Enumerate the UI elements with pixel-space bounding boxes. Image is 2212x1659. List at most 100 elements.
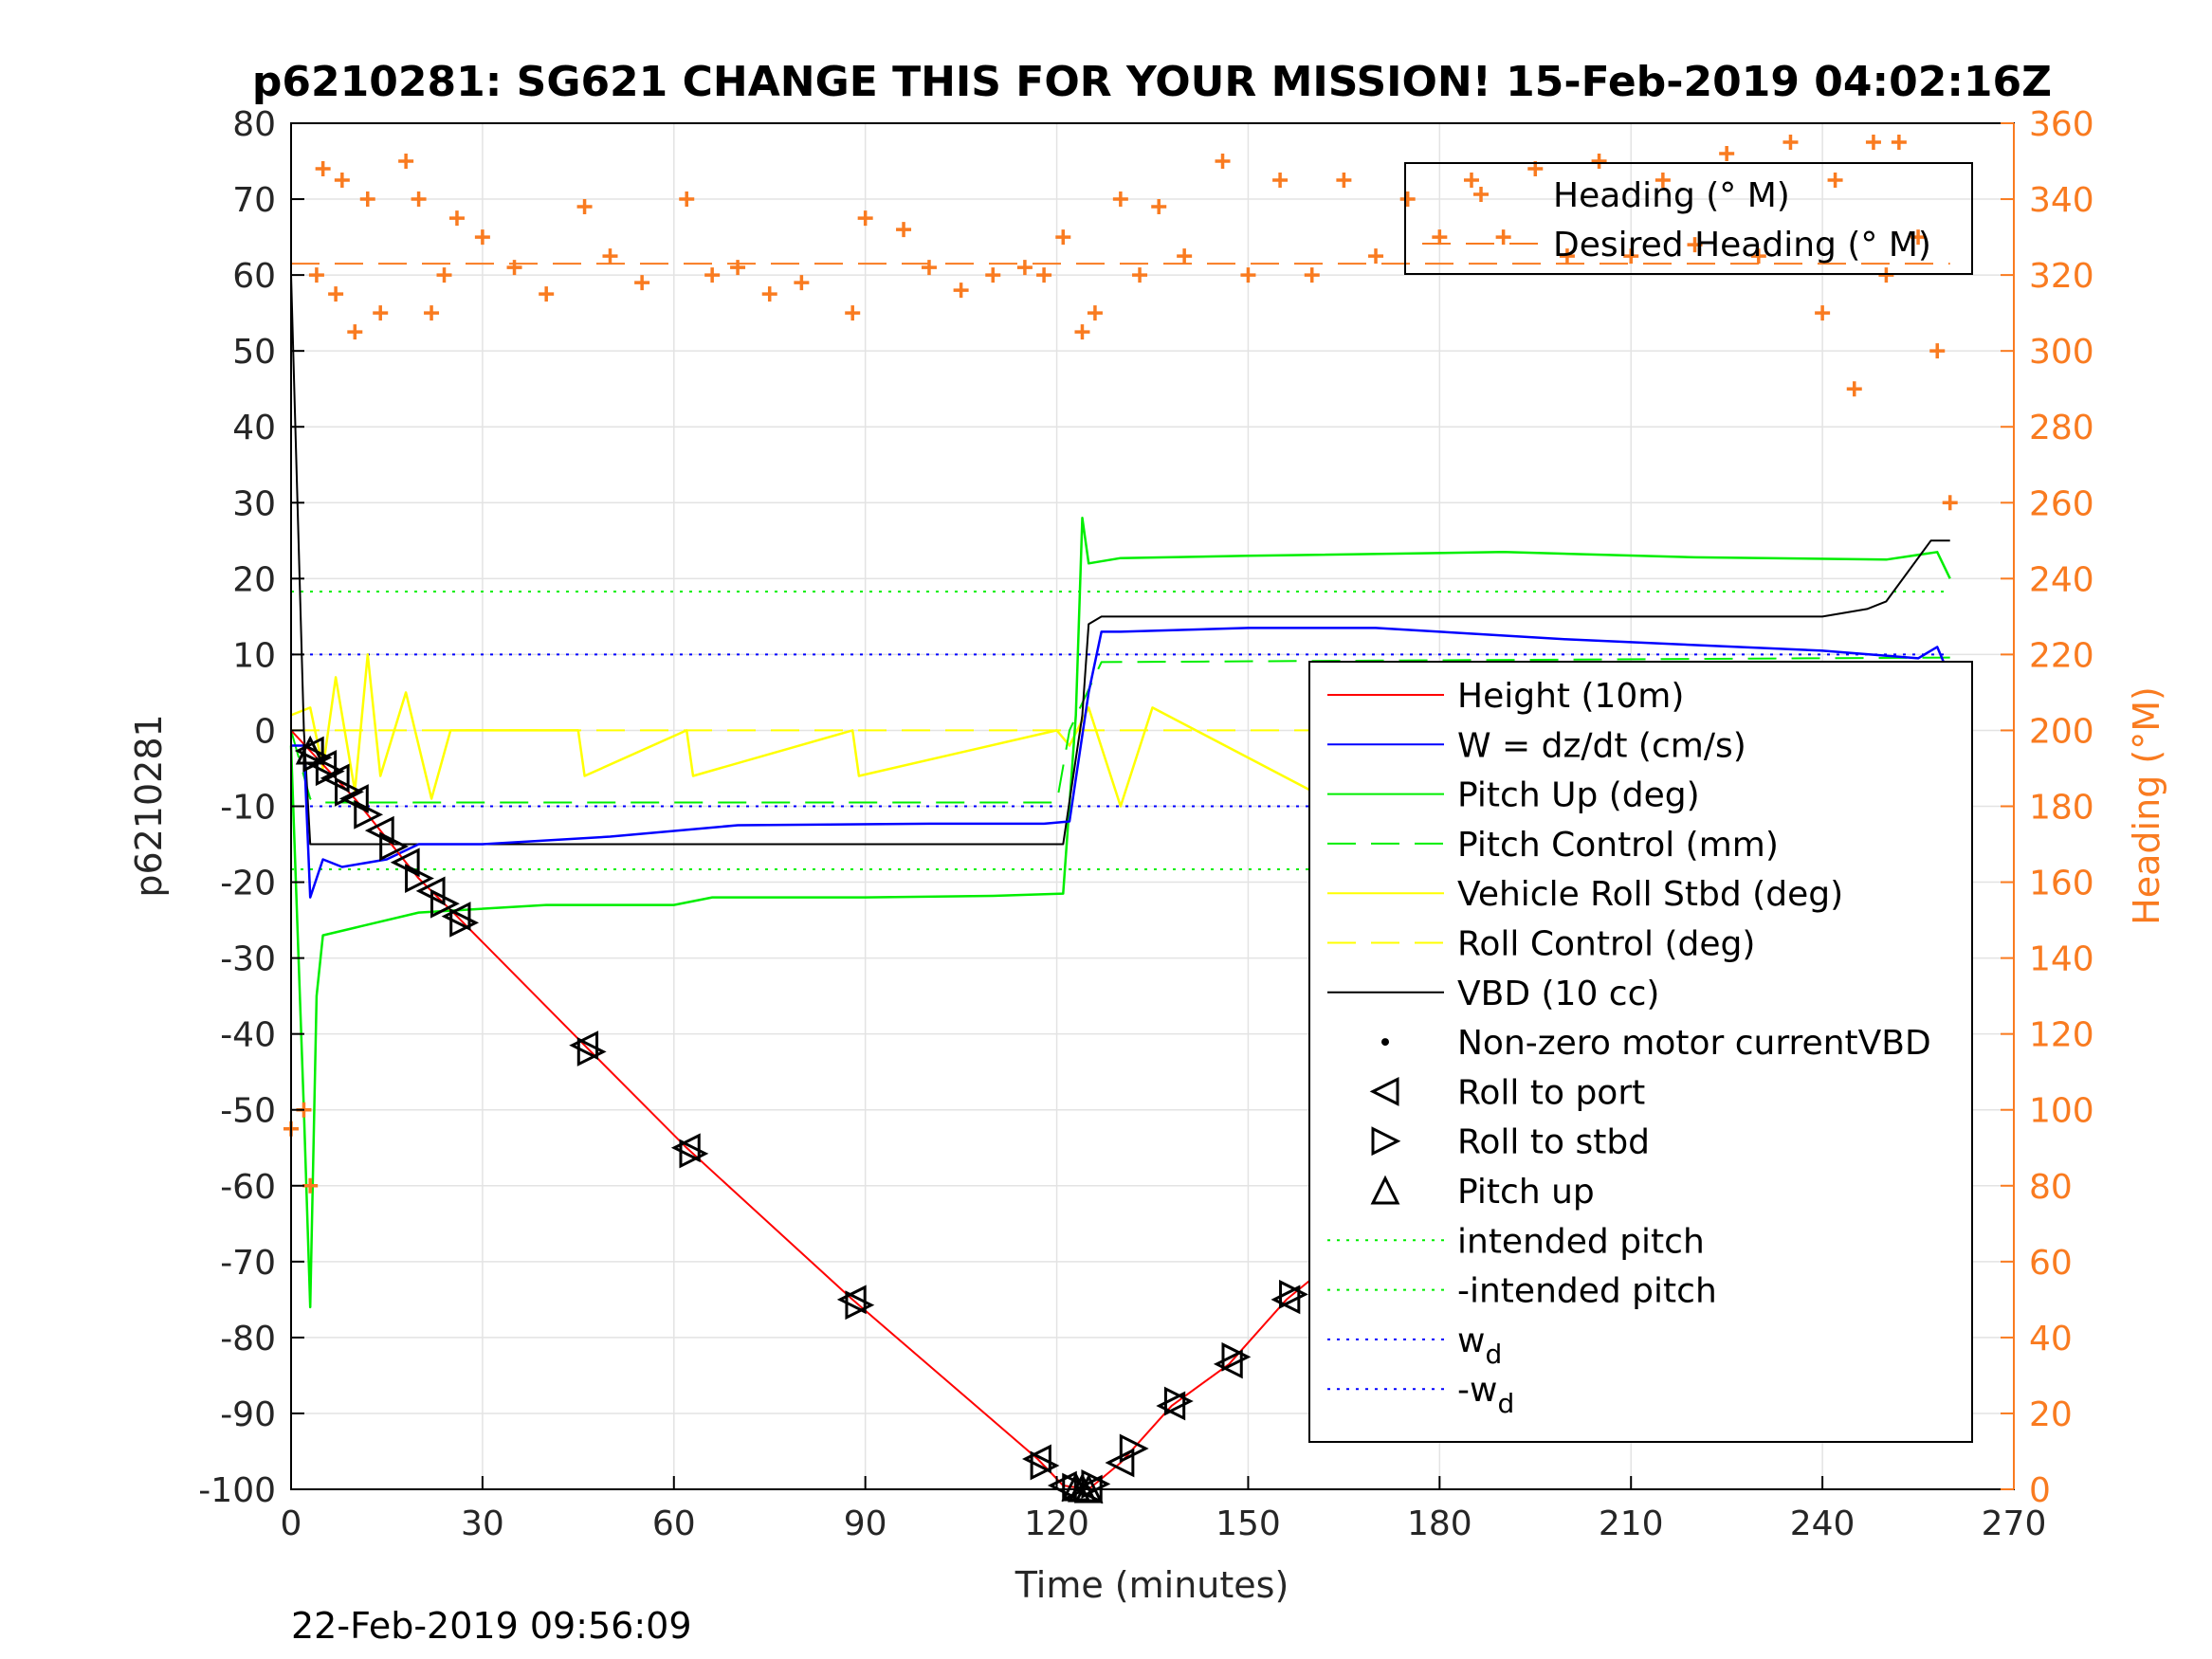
x-tick-label: 150 <box>1216 1504 1281 1543</box>
y-axis-right-label: Heading (°M) <box>2126 686 2167 925</box>
heading-point <box>1336 173 1352 189</box>
heading-point <box>308 267 324 283</box>
legend-dot-symbol <box>1381 1038 1389 1047</box>
heading-point <box>539 286 555 302</box>
y-right-tick-label: 160 <box>2029 865 2094 903</box>
y-tick-label: -20 <box>220 865 276 903</box>
roll-to-stbd-marker <box>1119 1433 1149 1464</box>
heading-point <box>1559 248 1575 264</box>
heading-point <box>921 260 937 276</box>
x-axis-label: Time (minutes) <box>1015 1564 1289 1606</box>
heading-point <box>1929 343 1946 359</box>
heading-point <box>1891 135 1907 151</box>
legend-pitch-up-symbol <box>1370 1175 1400 1205</box>
roll-to-stbd-marker <box>1221 1341 1252 1372</box>
heading-point <box>985 267 1001 283</box>
legend-main: Height (10m) W = dz/dt (cm/s) Pitch Up (de… <box>1308 661 1973 1443</box>
y-right-tick-label: 300 <box>2029 333 2094 372</box>
heading-point <box>1827 173 1843 189</box>
heading-point <box>1654 173 1671 189</box>
heading-point <box>896 222 912 238</box>
heading-point <box>1055 229 1071 246</box>
heading-point <box>1910 229 1927 246</box>
y-right-tick-label: 180 <box>2029 789 2094 828</box>
x-tick-label: 0 <box>281 1504 302 1543</box>
heading-point <box>334 173 350 189</box>
heading-point <box>1846 381 1862 397</box>
x-tick-label: 270 <box>1982 1504 2047 1543</box>
y-tick-label: -90 <box>220 1395 276 1434</box>
roll-to-stbd-marker <box>335 776 364 807</box>
roll-to-port-marker <box>1271 1285 1301 1315</box>
roll-to-port-marker <box>836 1285 867 1315</box>
roll-to-stbd-marker <box>430 888 460 919</box>
heading-point <box>315 161 331 177</box>
x-tick-label: 30 <box>461 1504 504 1543</box>
roll-to-port-marker <box>670 1133 701 1163</box>
legend-port-symbol <box>1369 1076 1399 1106</box>
heading-point <box>1815 305 1831 321</box>
x-tick-label: 240 <box>1790 1504 1856 1543</box>
heading-point <box>1623 248 1639 264</box>
y-tick-label: 40 <box>232 409 276 447</box>
y-right-tick-label: 0 <box>2029 1471 2051 1510</box>
roll-to-stbd-marker <box>1062 1472 1092 1503</box>
series-pitch-control <box>290 656 1950 804</box>
heading-point <box>794 275 810 291</box>
heading-point <box>679 191 695 208</box>
heading-point <box>1782 135 1799 151</box>
legend-stbd-symbol <box>1371 1126 1401 1157</box>
heading-point <box>398 154 414 170</box>
y-tick-label: 10 <box>232 636 276 675</box>
heading-point <box>1177 248 1193 264</box>
x-axis: 0 30 60 90 120 150 180 210 240 270 <box>281 1476 2047 1543</box>
heading-point <box>1132 267 1148 283</box>
y-right-tick-label: 320 <box>2029 257 2094 296</box>
legend-main-label: Pitch Up (deg) <box>1457 776 1700 815</box>
series-pitch-up <box>289 517 1951 1309</box>
x-tick-label: 210 <box>1599 1504 1664 1543</box>
y-right-tick-label: 20 <box>2029 1395 2073 1434</box>
y-tick-label: -70 <box>220 1244 276 1283</box>
series-vbd <box>290 275 1950 846</box>
y-tick-label: 0 <box>254 712 276 751</box>
roll-to-port-marker <box>441 902 471 932</box>
heading-point <box>857 210 873 227</box>
legend-main-label: Roll to port <box>1457 1073 1645 1112</box>
y-tick-label: -100 <box>198 1471 276 1510</box>
roll-to-stbd-marker <box>354 799 384 830</box>
legend-top-label: Heading (° M) <box>1553 176 1790 215</box>
y-right-tick-label: 140 <box>2029 940 2094 979</box>
heading-point <box>761 286 777 302</box>
roll-to-stbd-marker <box>1163 1386 1194 1416</box>
y-right-tick-label: 60 <box>2029 1244 2073 1283</box>
heading-point <box>1112 191 1128 208</box>
y-right-tick-label: 280 <box>2029 409 2094 447</box>
pitch-up-marker <box>295 735 325 765</box>
heading-point <box>602 248 618 264</box>
roll-to-stbd-marker <box>449 907 480 938</box>
series-w <box>291 627 1951 899</box>
heading-point <box>474 229 490 246</box>
y-tick-label: 20 <box>232 560 276 599</box>
heading-point <box>704 267 721 283</box>
heading-point <box>634 275 650 291</box>
roll-to-stbd-marker <box>679 1139 709 1169</box>
heading-point <box>1074 324 1090 340</box>
y-axis-label: p6210281 <box>128 714 170 897</box>
heading-point <box>302 1177 319 1194</box>
heading-point <box>424 305 440 321</box>
heading-point <box>730 260 746 276</box>
reference-lines <box>291 590 1950 870</box>
legend-main-label: Non-zero motor currentVBD <box>1457 1024 1931 1063</box>
legend-heading: Heading (° M) Desired Heading (° M) <box>1404 162 1973 275</box>
y-right-tick-label: 360 <box>2029 105 2094 144</box>
heading-point <box>1304 267 1320 283</box>
x-tick-label: 180 <box>1407 1504 1472 1543</box>
heading-point <box>1432 229 1448 246</box>
roll-to-stbd-marker <box>379 831 410 862</box>
heading-point <box>1151 199 1167 215</box>
y-axis-right: 3603403203002802602402202001801601401201… <box>2001 105 2094 1510</box>
heading-point <box>1687 237 1703 253</box>
y-right-tick-label: 40 <box>2029 1320 2073 1358</box>
